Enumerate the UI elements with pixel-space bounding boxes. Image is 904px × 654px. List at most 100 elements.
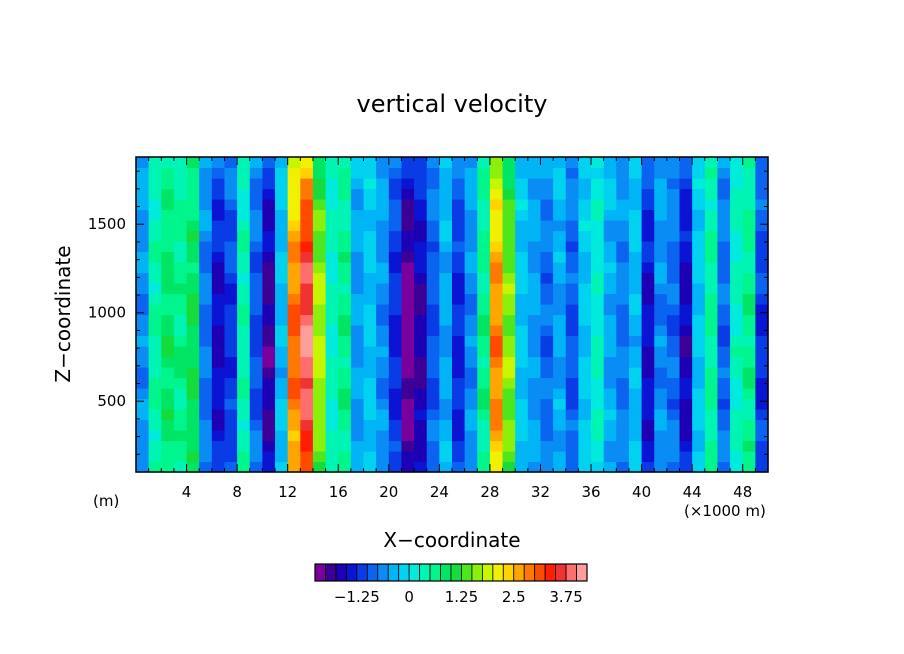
heatmap-cell: [452, 451, 466, 463]
heatmap-cell: [730, 367, 744, 379]
heatmap-cell: [237, 167, 251, 179]
heatmap-cell: [679, 199, 693, 211]
heatmap-cell: [717, 178, 731, 190]
heatmap-cell: [439, 325, 453, 337]
heatmap-cell: [717, 293, 731, 305]
heatmap-cell: [502, 272, 516, 284]
heatmap-cell: [730, 335, 744, 347]
heatmap-cell: [730, 209, 744, 221]
heatmap-cell: [173, 188, 188, 200]
heatmap-cell: [692, 388, 706, 400]
heatmap-cell: [173, 283, 188, 295]
heatmap-cell: [616, 178, 630, 190]
heatmap-cell: [452, 388, 466, 400]
heatmap-cell: [439, 262, 453, 274]
heatmap-cell: [540, 230, 554, 242]
heatmap-cell: [300, 367, 314, 379]
heatmap-cell: [553, 314, 567, 326]
heatmap-cell: [312, 346, 327, 358]
heatmap-cell: [376, 451, 390, 463]
heatmap-cell: [161, 346, 175, 358]
heatmap-cell: [464, 377, 478, 389]
heatmap-cell: [565, 251, 579, 263]
heatmap-cell: [452, 346, 466, 358]
heatmap-cell: [527, 325, 542, 337]
heatmap-cell: [161, 188, 175, 200]
heatmap-cell: [742, 419, 756, 431]
heatmap-cell: [717, 377, 731, 389]
heatmap-cell: [363, 440, 377, 452]
heatmap-cell: [565, 283, 579, 295]
heatmap-cell: [237, 440, 251, 452]
heatmap-cell: [148, 377, 162, 389]
heatmap-cell: [173, 409, 188, 421]
heatmap-cell: [717, 409, 731, 421]
heatmap-cell: [363, 398, 377, 410]
heatmap-cell: [414, 451, 428, 463]
heatmap-cell: [603, 293, 617, 305]
heatmap-cell: [616, 346, 630, 358]
heatmap-cell: [300, 335, 314, 347]
heatmap-cell: [426, 461, 440, 473]
heatmap-cell: [262, 304, 276, 316]
heatmap-cell: [275, 293, 289, 305]
heatmap-cell: [275, 220, 289, 232]
heatmap-cell: [527, 209, 542, 221]
heatmap-cell: [161, 262, 175, 274]
heatmap-cell: [692, 377, 706, 389]
heatmap-cell: [704, 283, 719, 295]
heatmap-cell: [350, 283, 365, 295]
heatmap-cell: [628, 335, 643, 347]
heatmap-cell: [679, 262, 693, 274]
heatmap-cell: [502, 461, 516, 473]
heatmap-cell: [376, 398, 390, 410]
heatmap-cell: [742, 325, 756, 337]
heatmap-cell: [477, 314, 491, 326]
heatmap-cell: [616, 451, 630, 463]
heatmap-cell: [376, 157, 390, 169]
heatmap-cell: [654, 199, 668, 211]
heatmap-cell: [426, 157, 440, 169]
heatmap-cell: [527, 314, 542, 326]
heatmap-cell: [628, 199, 643, 211]
heatmap-cell: [426, 346, 440, 358]
heatmap-cell: [325, 314, 339, 326]
heatmap-cell: [452, 220, 466, 232]
heatmap-cell: [742, 241, 756, 253]
heatmap-cell: [426, 356, 440, 368]
heatmap-cell: [730, 314, 744, 326]
heatmap-cell: [730, 409, 744, 421]
colorbar-swatch: [471, 563, 483, 582]
heatmap-cell: [237, 388, 251, 400]
heatmap-cell: [628, 251, 643, 263]
heatmap-cell: [666, 283, 681, 295]
heatmap-cell: [338, 388, 352, 400]
heatmap-cell: [489, 335, 504, 347]
heatmap-cell: [199, 272, 213, 284]
heatmap-cell: [186, 398, 200, 410]
heatmap-cell: [237, 461, 251, 473]
heatmap-cell: [464, 409, 478, 421]
heatmap-cell: [692, 178, 706, 190]
heatmap-cell: [173, 230, 188, 242]
heatmap-cell: [173, 325, 188, 337]
heatmap-cell: [527, 440, 542, 452]
heatmap-cell: [186, 220, 200, 232]
heatmap-cell: [502, 430, 516, 442]
heatmap-cell: [426, 335, 440, 347]
heatmap-cell: [161, 251, 175, 263]
heatmap-cell: [578, 188, 592, 200]
heatmap-cell: [161, 230, 175, 242]
heatmap-cell: [553, 251, 567, 263]
heatmap-cell: [312, 314, 327, 326]
heatmap-cell: [249, 262, 263, 274]
heatmap-cell: [591, 293, 605, 305]
heatmap-cell: [287, 325, 301, 337]
heatmap-cell: [515, 388, 529, 400]
heatmap-cell: [755, 440, 769, 452]
heatmap-cell: [553, 356, 567, 368]
heatmap-cell: [578, 262, 592, 274]
heatmap-cell: [161, 440, 175, 452]
heatmap-cell: [464, 461, 478, 473]
heatmap-cell: [262, 419, 276, 431]
